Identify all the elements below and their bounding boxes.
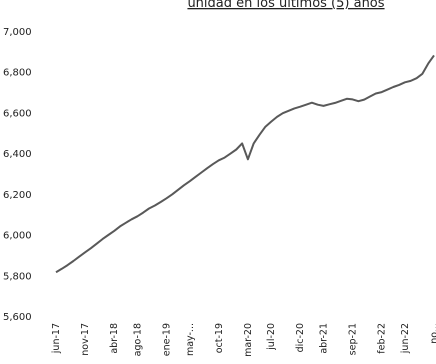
y-tick-label: 6,200 <box>3 190 32 201</box>
x-tick-label: feb-22 <box>377 323 388 354</box>
x-tick-label: jun-22 <box>400 323 411 354</box>
x-tick-label: nov-17 <box>80 323 91 356</box>
x-tick-label: ene-19 <box>161 323 172 356</box>
x-tick-label: oct-19 <box>214 323 225 353</box>
x-tick-label: sep-21 <box>348 323 359 355</box>
x-tick-label: may-... <box>185 323 196 356</box>
plot-area <box>55 54 435 274</box>
x-tick-label: abr-21 <box>319 323 330 354</box>
y-tick-label: 6,600 <box>3 108 32 119</box>
y-tick-label: 5,800 <box>3 271 32 282</box>
x-tick-label: jun-17 <box>51 323 62 354</box>
x-tick-label: mar-20 <box>243 323 254 357</box>
x-tick-label: jul-20 <box>266 323 277 351</box>
y-tick-label: 5,600 <box>3 312 32 323</box>
x-axis: jun-17 nov-17 abr-18 ago-18 ene-19 may-... oct… <box>51 323 436 357</box>
x-tick-label: no... <box>429 323 436 344</box>
y-tick-label: 6,000 <box>3 231 32 242</box>
x-tick-label: abr-18 <box>109 323 120 354</box>
x-tick-label: dic-20 <box>295 323 306 352</box>
y-axis: 7,000 6,800 6,600 6,400 6,200 6,000 5,800 5,600 <box>3 27 32 323</box>
y-tick-label: 7,000 <box>3 27 32 38</box>
x-tick-label: ago-18 <box>132 323 143 356</box>
chart-title: unidad en los últimos (5) años <box>187 0 384 11</box>
y-tick-label: 6,400 <box>3 149 32 160</box>
y-tick-label: 6,800 <box>3 68 32 79</box>
series-line <box>55 54 435 274</box>
